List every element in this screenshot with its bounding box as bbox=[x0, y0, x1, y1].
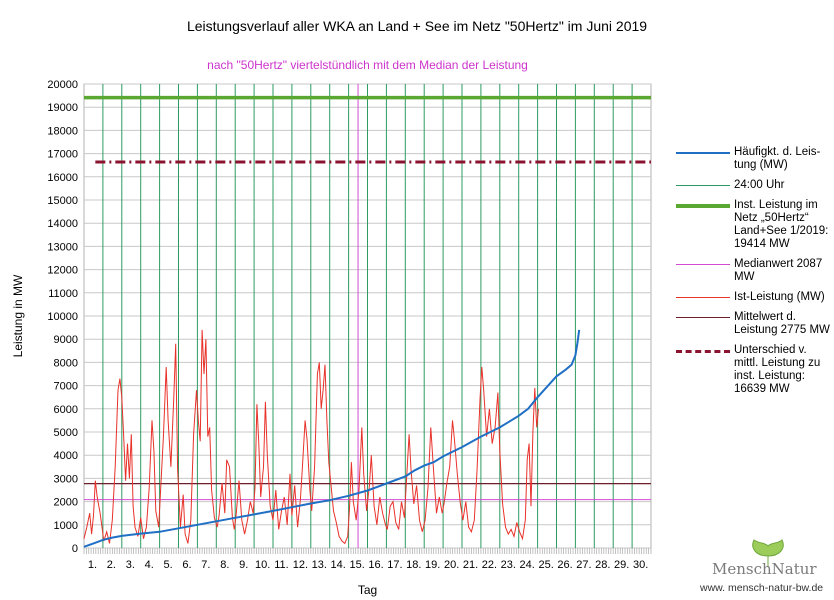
y-tick-label: 2000 bbox=[54, 497, 78, 509]
legend-item-uhr: 24:00 Uhr bbox=[674, 179, 830, 192]
x-tick-label: 30. bbox=[633, 559, 648, 571]
x-tick-label: 21. bbox=[463, 559, 478, 571]
legend-label-median: Medianwert 2087 MW bbox=[734, 258, 823, 283]
y-tick-label: 5000 bbox=[54, 427, 78, 439]
x-tick-label: 6. bbox=[182, 559, 191, 571]
y-tick-label: 17000 bbox=[47, 149, 78, 161]
x-tick-label: 19. bbox=[425, 559, 440, 571]
y-tick-label: 20000 bbox=[47, 79, 78, 91]
x-tick-label: 14. bbox=[331, 559, 346, 571]
x-tick-label: 24. bbox=[520, 559, 535, 571]
logo-url: www. mensch-natur-bw.de bbox=[700, 582, 824, 594]
legend-label-installiert: Inst. Leistung im Netz „50Hertz“ Land+Se… bbox=[734, 199, 829, 250]
y-tick-label: 11000 bbox=[48, 288, 78, 300]
chart-subtitle: nach "50Hertz" viertelstündlich mit dem … bbox=[207, 58, 528, 72]
y-tick-label: 19000 bbox=[47, 102, 78, 114]
y-axis-label: Leistung in MW bbox=[11, 274, 25, 357]
x-tick-label: 4. bbox=[145, 559, 154, 571]
x-tick-label: 20. bbox=[444, 559, 459, 571]
x-tick-label: 27. bbox=[576, 559, 591, 571]
x-tick-label: 16. bbox=[368, 559, 383, 571]
legend-label-haeufigkeit: Häufigkt. d. Leis- tung (MW) bbox=[734, 146, 821, 171]
x-tick-label: 9. bbox=[239, 559, 248, 571]
legend-label-ist: Ist-Leistung (MW) bbox=[734, 291, 825, 303]
x-tick-label: 18. bbox=[406, 559, 421, 571]
y-tick-label: 12000 bbox=[47, 265, 78, 277]
x-tick-label: 2. bbox=[107, 559, 116, 571]
legend-item-haeufigkeit: Häufigkt. d. Leis- tung (MW) bbox=[674, 146, 830, 172]
legend-item-mittelwert: Mittelwert d. Leistung 2775 MW bbox=[674, 311, 830, 337]
x-tick-label: 5. bbox=[164, 559, 173, 571]
x-tick-label: 22. bbox=[482, 559, 497, 571]
legend-item-unterschied: Unterschied v. mittl. Leistung zu inst. … bbox=[674, 344, 830, 396]
x-tick-label: 15. bbox=[349, 559, 364, 571]
x-axis-label: Tag bbox=[358, 583, 377, 597]
ginkgo-leaf-icon bbox=[752, 539, 784, 566]
legend-label-unterschied: Unterschied v. mittl. Leistung zu inst. … bbox=[734, 344, 821, 395]
x-tick-label: 26. bbox=[557, 559, 572, 571]
y-tick-label: 16000 bbox=[47, 172, 78, 184]
legend-item-median: Medianwert 2087 MW bbox=[674, 258, 830, 284]
y-tick-label: 14000 bbox=[47, 218, 78, 230]
chart-title: Leistungsverlauf aller WKA an Land + See… bbox=[186, 18, 648, 34]
y-tick-label: 7000 bbox=[54, 381, 78, 393]
x-tick-label: 25. bbox=[538, 559, 553, 571]
series-haeufigkeit bbox=[83, 329, 581, 548]
y-tick-label: 6000 bbox=[54, 404, 78, 416]
logo: MenschNatur www. mensch-natur-bw.de bbox=[700, 538, 832, 598]
legend-item-installiert: Inst. Leistung im Netz „50Hertz“ Land+Se… bbox=[674, 199, 830, 251]
y-tick-label: 15000 bbox=[47, 195, 78, 207]
legend-label-uhr: 24:00 Uhr bbox=[734, 179, 785, 191]
y-tick-label: 10000 bbox=[47, 311, 78, 323]
x-tick-label: 12. bbox=[293, 559, 308, 571]
y-tick-label: 1000 bbox=[54, 520, 78, 532]
y-tick-label: 8000 bbox=[54, 357, 78, 369]
series-ist-leistung bbox=[83, 329, 539, 545]
y-tick-label: 3000 bbox=[54, 473, 78, 485]
x-tick-label: 7. bbox=[201, 559, 210, 571]
x-tick-label: 1. bbox=[88, 559, 97, 571]
x-tick-label: 17. bbox=[387, 559, 402, 571]
x-tick-label: 13. bbox=[312, 559, 327, 571]
x-tick-label: 28. bbox=[595, 559, 610, 571]
x-tick-label: 8. bbox=[220, 559, 229, 571]
logo-name: MenschNatur bbox=[712, 560, 817, 578]
legend-item-ist: Ist-Leistung (MW) bbox=[674, 291, 830, 304]
y-tick-label: 4000 bbox=[54, 450, 78, 462]
x-tick-label: 3. bbox=[126, 559, 135, 571]
y-tick-label: 13000 bbox=[47, 241, 78, 253]
y-tick-label: 18000 bbox=[47, 125, 78, 137]
x-tick-label: 11. bbox=[274, 559, 288, 571]
y-tick-label: 9000 bbox=[54, 334, 78, 346]
x-tick-label: 23. bbox=[501, 559, 516, 571]
chart-legend: Häufigkt. d. Leis- tung (MW) 24:00 Uhr I… bbox=[674, 146, 830, 403]
legend-label-mittelwert: Mittelwert d. Leistung 2775 MW bbox=[734, 311, 830, 336]
x-tick-label: 29. bbox=[614, 559, 629, 571]
y-tick-label: 0 bbox=[72, 543, 78, 555]
x-tick-label: 10. bbox=[255, 559, 270, 571]
